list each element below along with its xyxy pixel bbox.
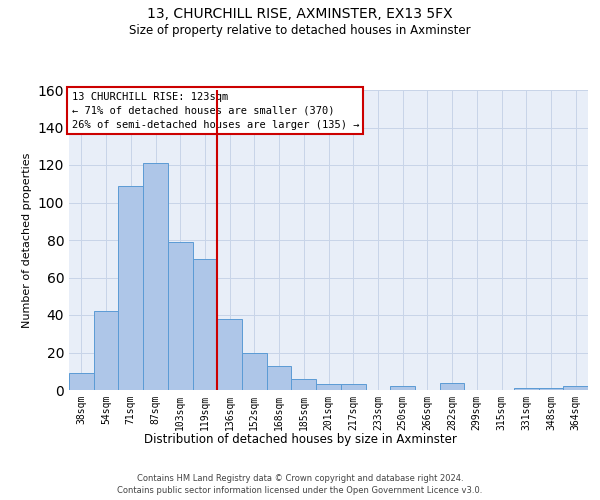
Bar — [292, 379, 316, 390]
Bar — [514, 388, 539, 390]
Text: Contains HM Land Registry data © Crown copyright and database right 2024.
Contai: Contains HM Land Registry data © Crown c… — [118, 474, 482, 495]
Bar — [193, 259, 217, 390]
Bar — [69, 373, 94, 390]
Bar — [390, 386, 415, 390]
Bar — [242, 352, 267, 390]
Text: Size of property relative to detached houses in Axminster: Size of property relative to detached ho… — [129, 24, 471, 37]
Y-axis label: Number of detached properties: Number of detached properties — [22, 152, 32, 328]
Bar — [563, 386, 588, 390]
Bar — [168, 242, 193, 390]
Bar — [217, 319, 242, 390]
Bar — [118, 186, 143, 390]
Text: 13, CHURCHILL RISE, AXMINSTER, EX13 5FX: 13, CHURCHILL RISE, AXMINSTER, EX13 5FX — [147, 8, 453, 22]
Text: Distribution of detached houses by size in Axminster: Distribution of detached houses by size … — [143, 432, 457, 446]
Text: 13 CHURCHILL RISE: 123sqm
← 71% of detached houses are smaller (370)
26% of semi: 13 CHURCHILL RISE: 123sqm ← 71% of detac… — [71, 92, 359, 130]
Bar — [143, 163, 168, 390]
Bar — [539, 388, 563, 390]
Bar — [316, 384, 341, 390]
Bar — [341, 384, 365, 390]
Bar — [94, 311, 118, 390]
Bar — [267, 366, 292, 390]
Bar — [440, 382, 464, 390]
